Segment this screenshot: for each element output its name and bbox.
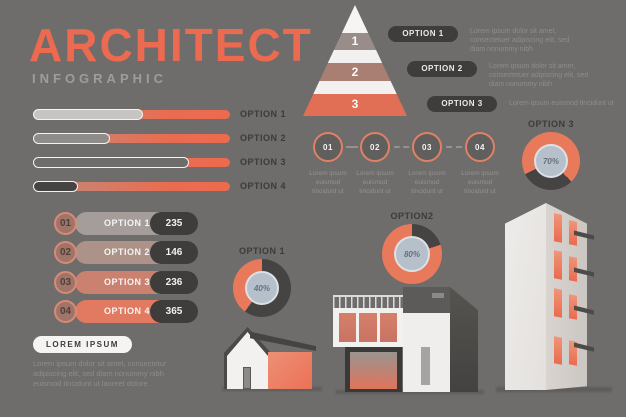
house-ground-shadow bbox=[222, 387, 322, 391]
tower-balcony bbox=[574, 267, 594, 277]
progress-row: OPTION 4 bbox=[33, 181, 323, 193]
progress-label: OPTION 3 bbox=[240, 157, 287, 167]
modern-house-roof-box bbox=[403, 287, 450, 313]
pyramid-option-text: Lorem ipsum dolor sit amet, consectetuer… bbox=[489, 63, 589, 89]
lorem-paragraph: Lorem ipsum dolor sit amet, consectetur … bbox=[33, 359, 167, 388]
tower-left-face bbox=[505, 203, 546, 390]
tower-window bbox=[554, 213, 562, 243]
timeline-step-text: Lorem ipsum euismod tincidunt ut bbox=[356, 170, 394, 195]
progress-track bbox=[33, 181, 230, 192]
timeline-step-badge: 01 bbox=[313, 132, 343, 162]
donut-percent: 70% bbox=[534, 144, 568, 178]
pyramid-level-3: 3 bbox=[303, 94, 407, 116]
progress-label: OPTION 2 bbox=[240, 133, 287, 143]
timeline-step-badge: 04 bbox=[465, 132, 495, 162]
progress-track bbox=[33, 133, 230, 144]
progress-row: OPTION 1 bbox=[33, 109, 323, 121]
table-row: OPTION 2 146 02 bbox=[54, 241, 204, 264]
tower-ground-shadow bbox=[496, 387, 612, 392]
tower-balcony bbox=[574, 230, 594, 240]
modern-house-railing bbox=[333, 295, 403, 310]
timeline-connector bbox=[394, 146, 409, 148]
window bbox=[359, 313, 377, 342]
timeline-connector bbox=[446, 146, 462, 148]
modern-house-door bbox=[421, 347, 430, 385]
donut-chart-option3: 70% bbox=[522, 132, 580, 190]
table-row-rank-badge: 01 bbox=[54, 212, 77, 235]
modern-house-vent bbox=[432, 293, 444, 298]
pyramid-level-2: 2 bbox=[303, 63, 407, 81]
table-row: OPTION 4 365 04 bbox=[54, 300, 204, 323]
page-subtitle: INFOGRAPHIC bbox=[32, 71, 167, 86]
pyramid-option-text: Lorem ipsum dolor sit amet, consectetuer… bbox=[470, 28, 570, 54]
progress-track bbox=[33, 157, 230, 168]
progress-fill bbox=[33, 181, 79, 192]
donut-label: OPTION 3 bbox=[527, 119, 574, 129]
tower-window bbox=[554, 336, 562, 365]
table-row: OPTION 3 236 03 bbox=[54, 271, 204, 294]
pyramid-option-pill: OPTION 3 bbox=[427, 96, 497, 112]
donut-percent: 80% bbox=[394, 236, 430, 272]
modern-house-ground-shadow bbox=[336, 390, 484, 394]
tower-window bbox=[554, 250, 562, 280]
progress-track bbox=[33, 109, 230, 120]
table-row-rank-badge: 04 bbox=[54, 300, 77, 323]
window bbox=[379, 313, 397, 342]
modern-house-windows bbox=[339, 313, 397, 342]
pyramid-chart: 1 2 3 bbox=[303, 5, 407, 116]
modern-house-garage-door bbox=[350, 352, 397, 389]
tower-right-face bbox=[546, 203, 587, 390]
timeline-step-text: Lorem ipsum euismod tincidunt ut bbox=[408, 170, 446, 195]
timeline-connector bbox=[346, 146, 358, 148]
lorem-ipsum-badge: LOREM IPSUM bbox=[33, 336, 132, 353]
house-door bbox=[243, 367, 251, 389]
pyramid-gap bbox=[303, 81, 407, 94]
progress-row: OPTION 2 bbox=[33, 133, 323, 145]
progress-label: OPTION 4 bbox=[240, 181, 287, 191]
table-row-value: 146 bbox=[150, 241, 198, 264]
donut-chart-option2: 80% bbox=[382, 224, 442, 284]
tower-window bbox=[554, 288, 562, 318]
pyramid-gap bbox=[303, 50, 407, 63]
window bbox=[339, 313, 357, 342]
table-row-value: 235 bbox=[150, 212, 198, 235]
tower-balcony bbox=[574, 342, 594, 352]
progress-row: OPTION 3 bbox=[33, 157, 323, 169]
tower-balcony bbox=[574, 305, 594, 315]
table-row-value: 365 bbox=[150, 300, 198, 323]
progress-fill bbox=[33, 109, 144, 120]
donut-chart-option1: 40% bbox=[233, 259, 291, 317]
pyramid-option-text: Lorem ipsum euismod tincidunt ut bbox=[509, 100, 614, 107]
table-row: OPTION 1 235 01 bbox=[54, 212, 204, 235]
donut-label: OPTION2 bbox=[390, 211, 434, 221]
modern-house-side-face bbox=[450, 287, 478, 392]
pyramid-option-pill: OPTION 1 bbox=[388, 26, 458, 42]
table-row-rank-badge: 03 bbox=[54, 271, 77, 294]
donut-percent: 40% bbox=[245, 271, 279, 305]
timeline-step-text: Lorem ipsum euismod tincidunt ut bbox=[461, 170, 499, 195]
progress-label: OPTION 1 bbox=[240, 109, 287, 119]
table-row-value: 236 bbox=[150, 271, 198, 294]
timeline-step-badge: 02 bbox=[360, 132, 390, 162]
progress-fill bbox=[33, 157, 189, 168]
timeline-step-badge: 03 bbox=[412, 132, 442, 162]
progress-fill bbox=[33, 133, 110, 144]
timeline-step-text: Lorem ipsum euismod tincidunt ut bbox=[309, 170, 347, 195]
pyramid-option-pill: OPTION 2 bbox=[407, 61, 477, 77]
page-title: ARCHITECT bbox=[29, 19, 313, 71]
house-extension bbox=[268, 352, 312, 389]
donut-label: OPTION 1 bbox=[238, 246, 285, 256]
table-row-rank-badge: 02 bbox=[54, 241, 77, 264]
